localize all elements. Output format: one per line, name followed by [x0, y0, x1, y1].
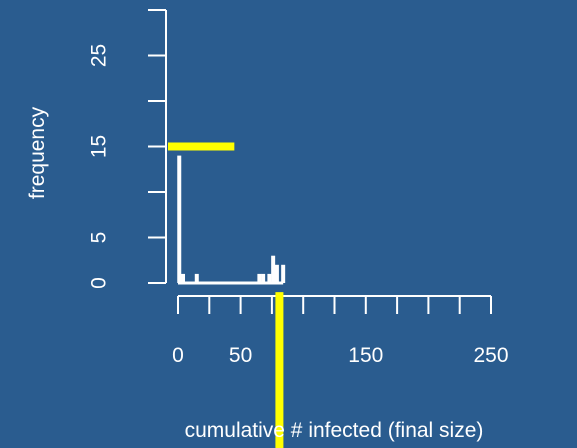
- y-tick-label: 25: [87, 44, 110, 67]
- bars: [177, 155, 286, 285]
- y-tick-label: 0: [87, 277, 110, 289]
- x-tick-label: 150: [348, 344, 383, 367]
- x-axis-label: cumulative # infected (final size): [185, 419, 484, 442]
- histogram-bar: [181, 273, 186, 283]
- histogram-bar: [177, 155, 182, 283]
- histogram-bar: [274, 264, 279, 283]
- histogram-bar: [194, 273, 199, 283]
- x-tick-label: 50: [229, 344, 252, 367]
- histogram-bar: [281, 264, 286, 283]
- histogram-bar: [257, 273, 262, 283]
- y-axis: 0 5 15 25: [87, 9, 167, 289]
- x-tick-label: 250: [473, 344, 508, 367]
- x-tick-label: 0: [172, 344, 184, 367]
- x-axis: 0 50 150 250: [172, 295, 509, 367]
- y-tick-label: 5: [87, 232, 110, 244]
- histogram-bar: [271, 255, 276, 283]
- y-tick-label: 15: [87, 135, 110, 158]
- histogram-bar: [267, 273, 272, 283]
- histogram-bar: [261, 273, 266, 283]
- highlight-markers: [167, 142, 284, 448]
- y-axis-label: frequency: [26, 106, 49, 199]
